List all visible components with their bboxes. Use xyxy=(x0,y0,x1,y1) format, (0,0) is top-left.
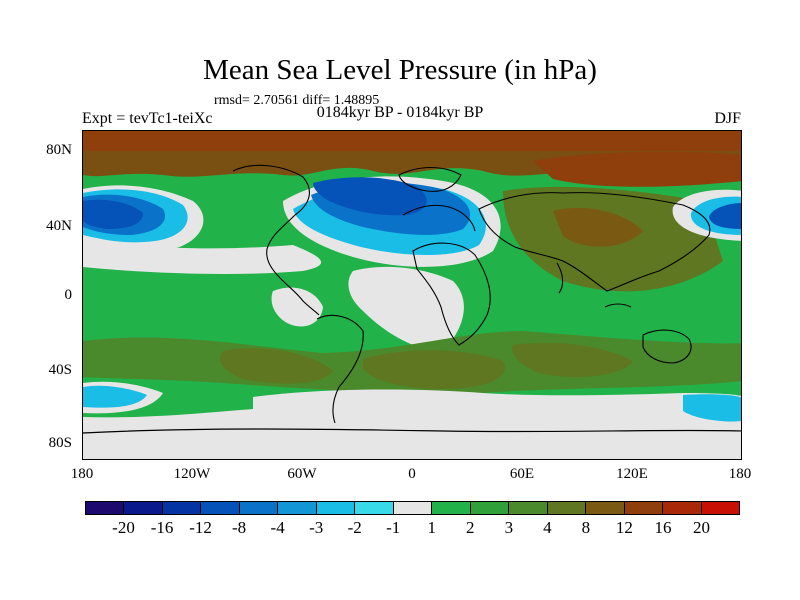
colorbar-swatch xyxy=(124,502,163,514)
colorbar-swatch xyxy=(86,502,125,514)
period-label: 0184kyr BP - 0184kyr BP xyxy=(316,104,484,121)
colorbar-swatch xyxy=(547,502,587,514)
colorbar-swatch xyxy=(663,502,702,514)
colorbar-label: 3 xyxy=(504,518,514,537)
colorbar-label: -4 xyxy=(270,518,285,537)
colorbar-swatch xyxy=(239,502,279,514)
colorbar-swatch xyxy=(586,502,625,514)
region-atlantic-neutral xyxy=(348,266,464,351)
region-trop-pacific-neutral xyxy=(271,287,323,327)
region-npacific-east-core xyxy=(709,203,741,229)
colorbar-swatch xyxy=(432,502,471,514)
coast-australia xyxy=(642,329,692,364)
lat-label-40s: 40S xyxy=(48,362,72,378)
pressure-map xyxy=(82,130,742,460)
region-spacific-high xyxy=(219,348,333,384)
colorbar-label: -2 xyxy=(347,518,362,537)
coast-europe xyxy=(402,204,476,232)
region-siberian-high xyxy=(533,151,741,187)
lon-label-0: 0 xyxy=(408,466,416,482)
region-antarctica xyxy=(83,431,741,459)
colorbar-label: -16 xyxy=(150,518,174,537)
colorbar-label: 12 xyxy=(615,518,633,537)
region-arctic-core xyxy=(83,131,741,151)
experiment-label: Expt = tevTc1-teiXc xyxy=(82,110,213,127)
colorbar-label: -3 xyxy=(309,518,324,537)
colorbar-label: 4 xyxy=(543,518,552,537)
colorbar-label: 1 xyxy=(427,518,437,537)
region-pacific-neutral xyxy=(83,239,322,274)
lat-label-0: 0 xyxy=(64,287,73,303)
coast-maritime xyxy=(604,303,632,308)
lon-label-60w: 60W xyxy=(287,466,317,482)
region-sindian-high xyxy=(512,342,633,377)
map-canvas xyxy=(83,131,741,459)
coast-south-america xyxy=(316,314,364,424)
colorbar-label: -12 xyxy=(189,518,212,537)
colorbar-swatch xyxy=(470,502,510,514)
colorbar-label: 20 xyxy=(692,518,710,537)
lon-label-120e: 120E xyxy=(616,466,648,482)
stats-label: rmsd= 2.70561 diff= 1.48895 xyxy=(214,93,380,108)
region-npacific-low-core xyxy=(83,199,143,229)
lat-label-40n: 40N xyxy=(46,218,72,234)
region-tibet-high xyxy=(553,207,643,247)
colorbar-label: -1 xyxy=(386,518,401,537)
colorbar-swatch xyxy=(393,502,433,514)
colorbar-swatch xyxy=(201,502,240,514)
chart-title: Mean Sea Level Pressure (in hPa) xyxy=(203,54,597,86)
coast-antarctica xyxy=(83,428,741,434)
coast-eurasia xyxy=(478,192,711,292)
region-southern-low-west xyxy=(83,385,147,408)
colorbar-swatch xyxy=(701,502,739,514)
colorbar-swatch xyxy=(162,502,202,514)
colorbar-swatch xyxy=(355,502,394,514)
region-natlantic-low-core xyxy=(313,177,427,216)
coast-india xyxy=(556,262,564,294)
colorbar-label: 2 xyxy=(466,518,475,537)
region-satlantic-high xyxy=(363,350,505,389)
coast-north-america xyxy=(232,164,320,316)
colorbar xyxy=(85,501,740,515)
colorbar-swatch xyxy=(278,502,317,514)
colorbar-label: -20 xyxy=(112,518,135,537)
lon-label-180w: 180 xyxy=(70,466,94,482)
coast-africa xyxy=(412,242,491,346)
colorbar-label: 8 xyxy=(581,518,591,537)
region-southern-neutral xyxy=(83,389,741,431)
colorbar-label: -8 xyxy=(232,518,247,537)
coastlines xyxy=(232,164,711,424)
lon-label-120w: 120W xyxy=(173,466,211,482)
lon-label-60e: 60E xyxy=(509,466,535,482)
colorbar-swatch xyxy=(624,502,664,514)
region-southern-low-east xyxy=(683,394,741,422)
lon-label-180e: 180 xyxy=(728,466,752,482)
colorbar-swatch xyxy=(509,502,548,514)
lat-label-80n: 80N xyxy=(46,142,72,158)
colorbar-swatch xyxy=(316,502,356,514)
colorbar-label: 16 xyxy=(654,518,672,537)
coast-greenland xyxy=(398,167,462,192)
lat-label-80s: 80S xyxy=(48,435,72,451)
season-label: DJF xyxy=(714,110,741,127)
